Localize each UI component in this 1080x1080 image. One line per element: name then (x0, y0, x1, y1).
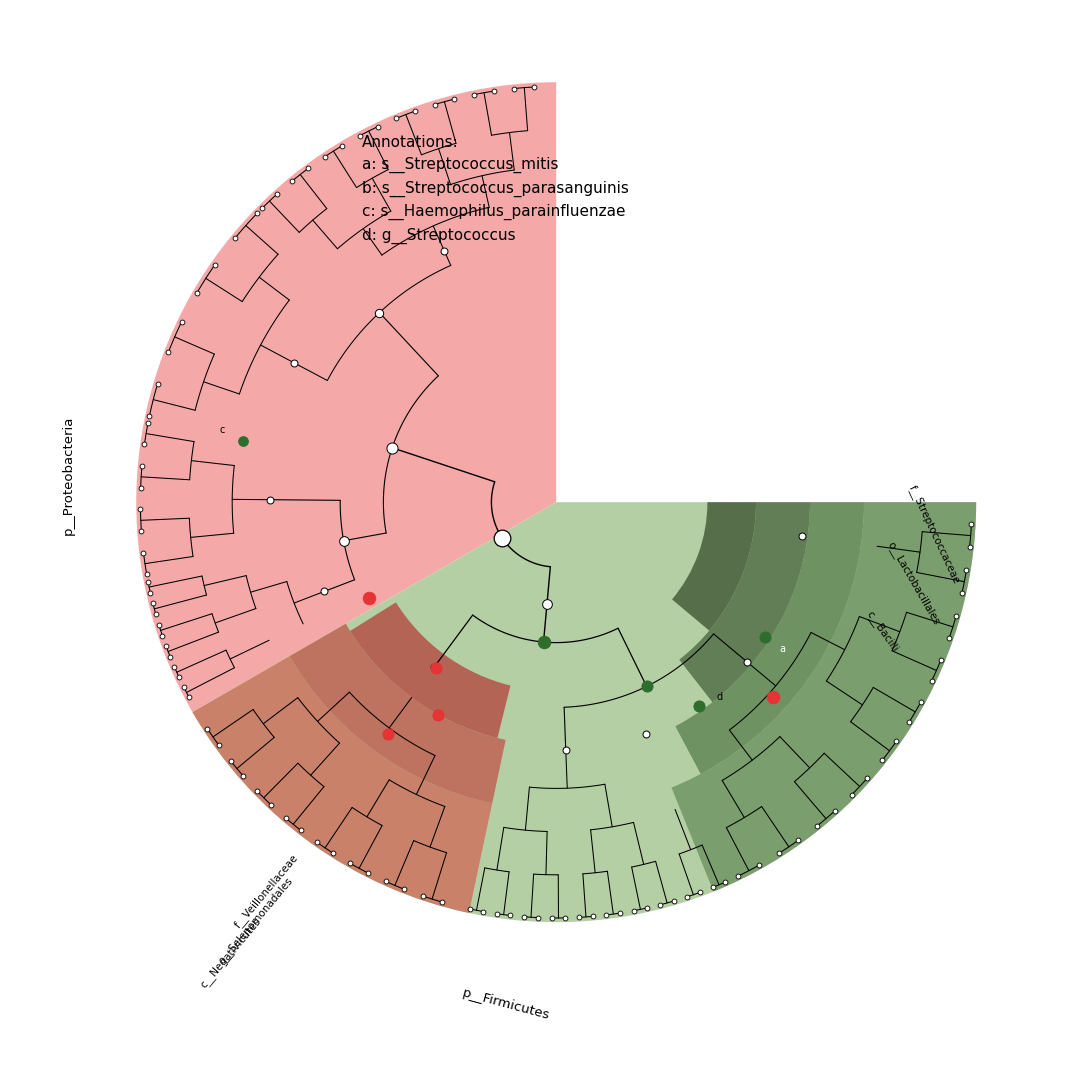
Wedge shape (192, 502, 976, 922)
Wedge shape (679, 502, 810, 702)
Wedge shape (672, 502, 976, 892)
Text: c__Negativicutes: c__Negativicutes (198, 916, 262, 989)
Wedge shape (136, 82, 556, 712)
Wedge shape (675, 502, 864, 774)
Text: p__Firmicutes: p__Firmicutes (461, 987, 552, 1023)
Text: p__Proteobacteria: p__Proteobacteria (62, 416, 75, 535)
Text: d: d (716, 691, 723, 702)
Text: f__Streptococcaceae: f__Streptococcaceae (907, 484, 962, 585)
Text: o__Selenomonadales: o__Selenomonadales (216, 875, 295, 966)
Text: Annotations:
a: s__Streptococcus_mitis
b: s__Streptococcus_parasanguinis
c: s__H: Annotations: a: s__Streptococcus_mitis b… (362, 135, 629, 244)
Text: c__Bacilli: c__Bacilli (864, 609, 900, 654)
Wedge shape (289, 623, 505, 804)
Wedge shape (672, 502, 756, 631)
Text: a: a (780, 645, 785, 654)
Text: o__Lactobacillales: o__Lactobacillales (886, 540, 942, 626)
Text: c: c (219, 424, 225, 434)
Wedge shape (192, 656, 492, 913)
Wedge shape (350, 603, 511, 738)
Text: f__Veillonellaceae: f__Veillonellaceae (232, 852, 300, 930)
